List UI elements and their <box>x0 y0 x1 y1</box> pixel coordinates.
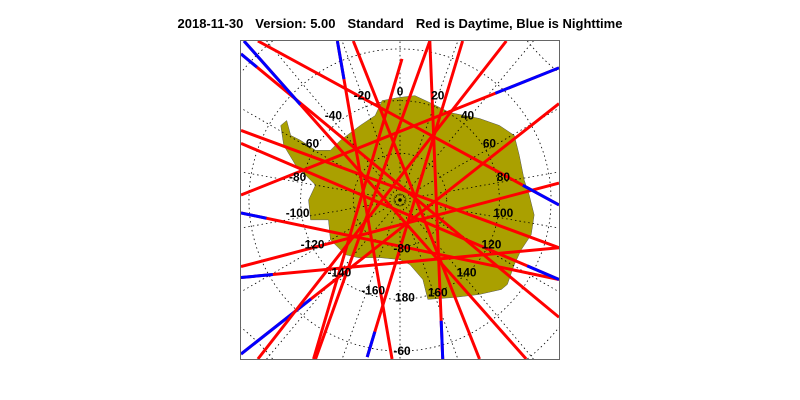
daytime-track <box>241 181 559 269</box>
meridian-line <box>241 171 396 200</box>
meridian-line <box>241 107 396 198</box>
nighttime-track <box>439 320 445 359</box>
longitude-label: -120 <box>301 238 325 252</box>
product: Standard <box>347 16 404 31</box>
longitude-label: -20 <box>354 89 372 103</box>
map-title: 2018-11-30 Version: 5.00 Standard Red is Da… <box>0 16 800 31</box>
longitude-label: -40 <box>325 109 343 123</box>
daytime-track <box>241 141 559 281</box>
daytime-track <box>256 41 508 359</box>
longitude-label: -140 <box>327 266 351 280</box>
meridian-line <box>404 200 559 229</box>
daytime-track <box>351 41 481 359</box>
longitude-label: 80 <box>497 170 511 184</box>
map-svg: 0 20 40 60 80 100 120 140 160 180 -160 -140-120 -100… <box>241 41 559 359</box>
meridian-line <box>404 171 559 200</box>
longitude-label: 180 <box>395 290 415 304</box>
latitude-label: -60 <box>393 344 411 358</box>
graticule <box>241 41 559 359</box>
longitude-label: 120 <box>481 238 501 252</box>
longitude-label: 0 <box>397 85 404 99</box>
longitude-label: -160 <box>361 283 385 297</box>
longitude-label: 140 <box>457 266 477 280</box>
longitude-label: 100 <box>493 206 513 220</box>
version: Version: 5.00 <box>255 16 336 31</box>
nighttime-track <box>241 211 267 220</box>
longitude-label: 160 <box>428 285 448 299</box>
latitude-circle <box>527 327 559 359</box>
longitude-label: -60 <box>302 136 320 150</box>
nighttime-track <box>241 297 312 356</box>
latitude-label: -80 <box>393 242 411 256</box>
meridian-line <box>341 204 399 359</box>
color-legend: Red is Daytime, Blue is Nighttime <box>415 16 623 31</box>
south-pole-marker <box>398 198 402 202</box>
polar-map: 0 20 40 60 80 100 120 140 160 180 -160 -140 -120 -100… <box>240 40 560 360</box>
nighttime-track <box>242 41 302 106</box>
meridian-line <box>404 202 559 293</box>
longitude-label: 40 <box>461 109 475 123</box>
nighttime-track <box>522 183 559 207</box>
daytime-track <box>241 129 559 250</box>
nighttime-track <box>241 52 258 69</box>
longitude-label: 60 <box>483 136 497 150</box>
satellite-tracks <box>241 41 559 359</box>
meridian-line <box>241 200 396 229</box>
latitude-circle <box>527 41 559 73</box>
daytime-track <box>257 41 559 207</box>
nighttime-track <box>241 273 273 279</box>
nighttime-track <box>526 264 559 281</box>
daytime-track <box>428 41 445 359</box>
nighttime-track <box>494 66 559 95</box>
meridian-line <box>241 202 396 293</box>
date: 2018-11-30 <box>177 16 244 31</box>
nighttime-track <box>335 41 346 80</box>
daytime-track <box>312 58 404 359</box>
meridian-line <box>401 41 459 196</box>
meridian-line <box>341 41 399 196</box>
daytime-track <box>335 41 394 359</box>
nighttime-track <box>365 331 377 358</box>
daytime-track <box>241 246 559 279</box>
longitude-label: 20 <box>431 89 445 103</box>
longitude-label: -100 <box>286 206 310 220</box>
longitude-label: -80 <box>289 170 307 184</box>
